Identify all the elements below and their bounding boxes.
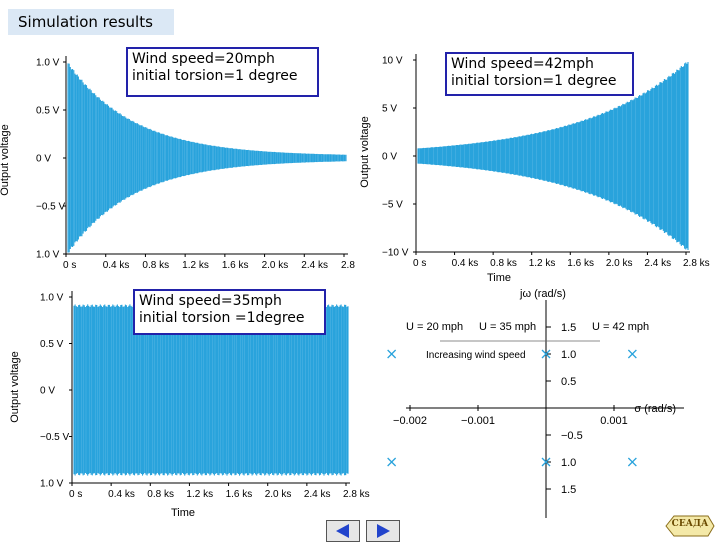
x-tick-label: 0 s bbox=[413, 258, 426, 269]
x-tick-label: 2.0 ks bbox=[265, 489, 292, 500]
omega-tick-label: −0.5 bbox=[561, 430, 583, 442]
omega-tick-label: 1.5 bbox=[561, 484, 576, 496]
x-tick-label: 2.8 ks bbox=[683, 258, 710, 269]
x-tick-label: 0 s bbox=[69, 489, 82, 500]
x-tick-label: 2.4 ks bbox=[301, 260, 328, 271]
y-tick-label: 0 V bbox=[382, 152, 397, 163]
pole-marker bbox=[541, 349, 551, 359]
x-tick-label: 0 s bbox=[63, 260, 76, 271]
label-35mph-line1: Wind speed=35mph bbox=[139, 293, 282, 309]
pole-x-stroke bbox=[541, 457, 551, 467]
y-tick-label: 1.0 V bbox=[36, 58, 60, 69]
label-box-42mph: Wind speed=42mph initial torsion=1 degre… bbox=[445, 52, 634, 96]
previous-slide-button[interactable] bbox=[326, 520, 360, 542]
y-tick-label: 0 V bbox=[36, 154, 51, 165]
x-tick-label: 0.4 ks bbox=[452, 258, 479, 269]
label-20mph-line2: initial torsion=1 degree bbox=[132, 68, 298, 84]
x-tick-label: 0.8 ks bbox=[490, 258, 517, 269]
x-tick-label: 0.4 ks bbox=[108, 489, 135, 500]
y-tick-label: −0.5 V bbox=[40, 432, 70, 443]
y-tick-label: −0.5 V bbox=[36, 202, 66, 213]
sigma-axis-label: σ (rad/s) bbox=[634, 403, 676, 415]
increasing-wind-speed-annotation: Increasing wind speed bbox=[426, 350, 526, 361]
omega-tick-label: 1.5 bbox=[561, 322, 576, 334]
sigma-tick-label: 0.001 bbox=[600, 415, 628, 427]
signal-trace bbox=[73, 304, 349, 476]
pole-marker bbox=[387, 349, 397, 359]
label-box-35mph: Wind speed=35mph initial torsion =1degre… bbox=[133, 289, 326, 335]
back-button[interactable]: СЕАДА bbox=[664, 514, 716, 538]
back-arrow-icon bbox=[665, 515, 715, 537]
slide-title: Simulation results bbox=[18, 13, 153, 31]
y-tick-label: 0.5 V bbox=[40, 339, 64, 350]
x-tick-label: 1.2 ks bbox=[186, 489, 213, 500]
x-tick-label: 2.4 ks bbox=[304, 489, 331, 500]
pole-x-stroke bbox=[627, 349, 637, 359]
omega-axis-label: jω (rad/s) bbox=[519, 288, 566, 300]
omega-tick-label: 1.0 bbox=[561, 349, 576, 361]
pole-group-label: U = 42 mph bbox=[592, 321, 649, 333]
chart-20mph: 1.0 V0.5 V0 V−0.5 V1.0 V0 s 0.4 ks 0.8 ks 1… bbox=[0, 56, 355, 271]
pole-marker bbox=[627, 457, 637, 467]
y-tick-label: 10 V bbox=[382, 56, 403, 67]
x-tick-label: 0.8 ks bbox=[142, 260, 169, 271]
label-box-20mph: Wind speed=20mph initial torsion=1 degre… bbox=[126, 47, 319, 97]
pole-marker bbox=[541, 457, 551, 467]
next-slide-button[interactable] bbox=[366, 520, 400, 542]
label-20mph-line1: Wind speed=20mph bbox=[132, 51, 275, 67]
back-button-label: СЕАДА bbox=[671, 519, 709, 529]
x-tick-label: 2.8 bbox=[341, 260, 355, 271]
y-tick-label: 1.0 V bbox=[36, 250, 60, 261]
x-tick-label: 1.6 ks bbox=[226, 489, 253, 500]
pole-x-stroke bbox=[541, 349, 551, 359]
sigma-tick-label: −0.001 bbox=[461, 415, 495, 427]
x-axis-label: Time bbox=[487, 272, 511, 284]
label-35mph-line2: initial torsion =1degree bbox=[139, 310, 305, 326]
pole-x-stroke bbox=[387, 349, 397, 359]
y-axis-label: Output voltage bbox=[9, 351, 21, 423]
sigma-tick-label: −0.002 bbox=[393, 415, 427, 427]
y-tick-label: −10 V bbox=[382, 248, 409, 259]
y-tick-label: 0.5 V bbox=[36, 106, 60, 117]
y-axis-label: Output voltage bbox=[0, 124, 11, 196]
y-tick-label: 1.0 V bbox=[40, 293, 64, 304]
y-tick-label: −5 V bbox=[382, 200, 403, 211]
triangle-left-icon bbox=[336, 524, 349, 538]
y-axis-label: Output voltage bbox=[359, 116, 371, 188]
pole-x-stroke bbox=[387, 457, 397, 467]
pole-x-stroke bbox=[627, 457, 637, 467]
y-tick-label: 1.0 V bbox=[40, 479, 64, 490]
signal-trace bbox=[417, 62, 689, 250]
omega-tick-label: 1.0 bbox=[561, 457, 576, 469]
chart-35mph: 1.0 V 0.5 V 0 V −0.5 V 1.0 V 0 s 0.4 ks 0.8 ks 1… bbox=[9, 291, 370, 519]
x-axis-label: Time bbox=[171, 507, 195, 519]
pole-marker bbox=[627, 349, 637, 359]
pole-group-label: U = 35 mph bbox=[479, 321, 536, 333]
omega-tick-label: 0.5 bbox=[561, 376, 576, 388]
label-42mph-line1: Wind speed=42mph bbox=[451, 56, 594, 72]
x-tick-label: 2.8 ks bbox=[343, 489, 370, 500]
x-tick-label: 2.4 ks bbox=[644, 258, 671, 269]
x-tick-label: 2.0 ks bbox=[606, 258, 633, 269]
chart-pole-plot: −0.002 −0.001 0.001 1.5 1.0 0.5 −0.5 1.0 1.5 σ (r… bbox=[387, 288, 684, 518]
pole-group-label: U = 20 mph bbox=[406, 321, 463, 333]
x-tick-label: 1.2 ks bbox=[182, 260, 209, 271]
pole-marker bbox=[387, 457, 397, 467]
x-tick-label: 2.0 ks bbox=[262, 260, 289, 271]
triangle-right-icon bbox=[377, 524, 390, 538]
label-42mph-line2: initial torsion=1 degree bbox=[451, 73, 617, 89]
x-tick-label: 1.6 ks bbox=[222, 260, 249, 271]
signal-trace bbox=[67, 63, 347, 253]
x-tick-label: 1.2 ks bbox=[529, 258, 556, 269]
y-tick-label: 0 V bbox=[40, 386, 55, 397]
chart-42mph: 10 V 5 V 0 V −5 V −10 V 0 s 0.4 ks 0.8 ks 1.2 ks… bbox=[359, 54, 710, 284]
slide-title-box: Simulation results bbox=[8, 9, 174, 35]
x-tick-label: 0.4 ks bbox=[103, 260, 130, 271]
x-tick-label: 1.6 ks bbox=[567, 258, 594, 269]
x-tick-label: 0.8 ks bbox=[147, 489, 174, 500]
y-tick-label: 5 V bbox=[382, 104, 397, 115]
